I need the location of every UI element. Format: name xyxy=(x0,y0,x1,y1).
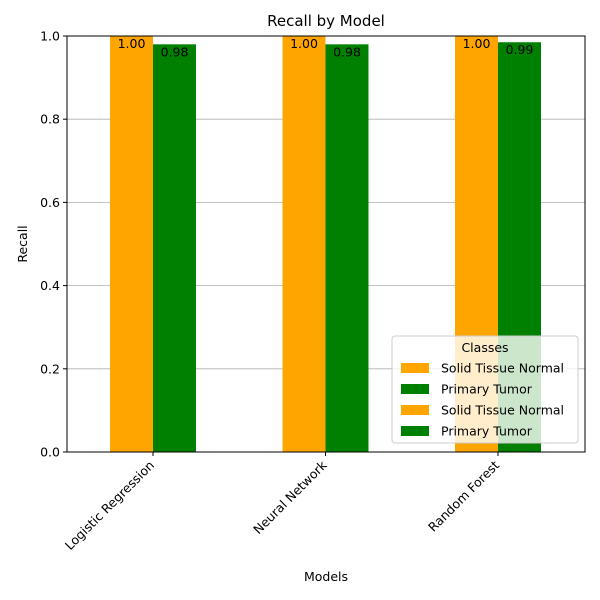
bar-value-label: 0.98 xyxy=(161,44,189,59)
legend-title: Classes xyxy=(461,340,508,355)
y-tick-label: 0.8 xyxy=(40,112,60,127)
bar-value-label: 1.00 xyxy=(118,36,146,51)
y-axis-label: Recall xyxy=(15,225,30,262)
y-axis: 0.0 0.2 0.4 0.6 0.8 1.0 xyxy=(40,29,67,460)
legend-box xyxy=(391,335,579,444)
x-axis: Logistic Regression Neural Network Random … xyxy=(62,452,502,553)
bar-primary-tumor xyxy=(325,44,369,452)
legend: Classes Solid Tissue Normal Primary Tumor S… xyxy=(391,335,579,444)
x-tick-label: Random Forest xyxy=(425,457,502,534)
y-tick-label: 0.2 xyxy=(40,361,60,376)
legend-entry-label: Primary Tumor xyxy=(441,424,533,439)
x-tick-label: Neural Network xyxy=(250,457,330,537)
legend-entry-label: Primary Tumor xyxy=(441,382,533,397)
data-labels: 1.00 0.98 1.00 0.98 1.00 0.99 xyxy=(118,36,534,59)
legend-swatch xyxy=(401,363,429,373)
bar-primary-tumor xyxy=(153,44,196,452)
y-tick-label: 0.0 xyxy=(40,445,60,460)
bar-value-label: 0.99 xyxy=(506,42,534,57)
y-tick-label: 0.6 xyxy=(40,195,60,210)
x-tick-label: Logistic Regression xyxy=(62,458,157,553)
bar-solid-tissue-normal xyxy=(110,36,153,452)
legend-entry-label: Solid Tissue Normal xyxy=(441,403,564,418)
chart-title: Recall by Model xyxy=(267,12,385,30)
bar-value-label: 1.00 xyxy=(290,36,318,51)
y-tick-label: 0.4 xyxy=(40,278,60,293)
bar-value-label: 1.00 xyxy=(463,36,491,51)
y-tick-label: 1.0 xyxy=(40,29,60,44)
legend-entry-label: Solid Tissue Normal xyxy=(441,361,564,376)
x-axis-label: Models xyxy=(304,569,348,584)
legend-swatch xyxy=(401,384,429,394)
bar-solid-tissue-normal xyxy=(282,36,326,452)
legend-swatch xyxy=(401,426,429,436)
legend-swatch xyxy=(401,405,429,415)
bar-value-label: 0.98 xyxy=(333,44,361,59)
